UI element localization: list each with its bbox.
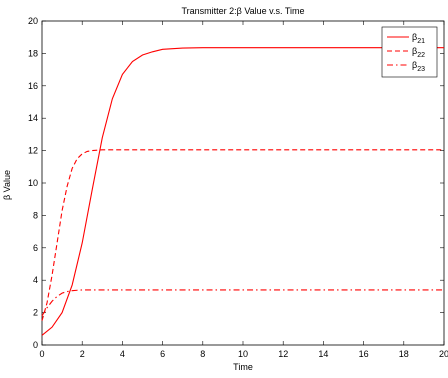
x-axis-label: Time — [233, 362, 253, 372]
x-tick-label: 16 — [359, 349, 369, 359]
y-axis-label: β Value — [2, 170, 12, 200]
x-tick-label: 20 — [439, 349, 448, 359]
legend-label-22: β22 — [412, 46, 425, 59]
y-tick-label: 18 — [28, 48, 38, 58]
series-line-22 — [41, 149, 444, 321]
axis-ticks: 0 2 4 6 8 10 12 14 16 18 20 0 2 4 6 8 10 12 14 16 18 20 — [28, 16, 448, 359]
y-tick-label: 6 — [33, 243, 38, 253]
series-line-21 — [41, 47, 444, 336]
x-tick-label: 18 — [399, 349, 409, 359]
x-tick-label: 4 — [120, 349, 125, 359]
legend-label-23: β23 — [412, 60, 425, 73]
y-tick-label: 20 — [28, 16, 38, 26]
x-tick-label: 10 — [238, 349, 248, 359]
y-tick-label: 8 — [33, 210, 38, 220]
y-tick-label: 16 — [28, 81, 38, 91]
x-tick-label: 2 — [80, 349, 85, 359]
y-tick-label: 12 — [28, 146, 38, 156]
y-tick-label: 14 — [28, 113, 38, 123]
series-line-23 — [41, 289, 444, 317]
y-tick-label: 4 — [33, 275, 38, 285]
x-tick-label: 14 — [318, 349, 328, 359]
y-tick-label: 10 — [28, 178, 38, 188]
y-tick-label: 0 — [33, 340, 38, 350]
x-tick-label: 12 — [278, 349, 288, 359]
x-tick-label: 6 — [160, 349, 165, 359]
legend-label-21: β21 — [412, 32, 425, 45]
plot-area — [41, 20, 445, 346]
series-lines — [41, 47, 444, 336]
y-tick-label: 2 — [33, 308, 38, 318]
chart-title: Transmitter 2:β Value v.s. Time — [181, 6, 304, 16]
legend-box — [381, 26, 438, 78]
x-tick-label: 8 — [200, 349, 205, 359]
x-tick-label: 0 — [39, 349, 44, 359]
